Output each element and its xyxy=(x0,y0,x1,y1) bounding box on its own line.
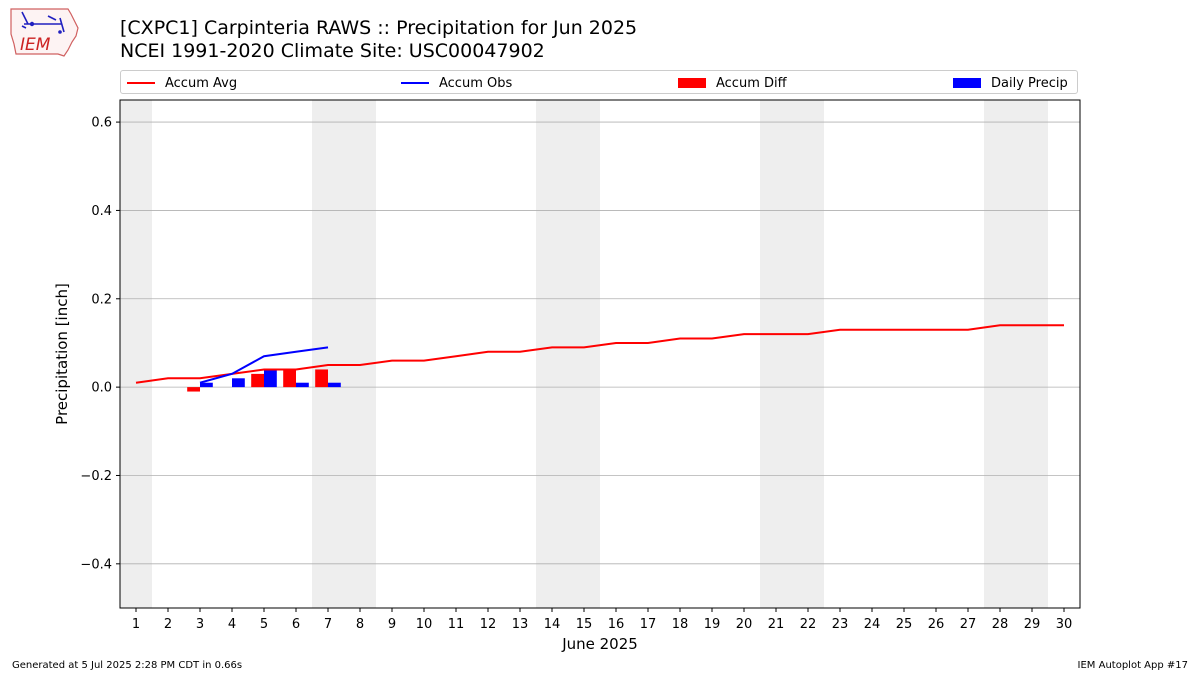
daily-precip-bar-4 xyxy=(232,378,245,388)
xtick-label-22: 22 xyxy=(800,617,817,632)
xtick-label-19: 19 xyxy=(704,617,721,632)
xtick-label-3: 3 xyxy=(196,617,204,632)
legend-swatch-accum-avg xyxy=(127,82,155,84)
daily-precip-bar-3 xyxy=(200,382,213,388)
x-axis: 1 2 3 4 5 6 7 8 9 10 11 12 13 14 15 16 17 18 19 20 21 22 23 24 2… xyxy=(132,608,1072,632)
ytick-label-0: −0.4 xyxy=(80,557,112,572)
x-axis-label: June 2025 xyxy=(561,635,638,653)
xtick-label-2: 2 xyxy=(164,617,172,632)
xtick-label-18: 18 xyxy=(672,617,689,632)
legend-swatch-accum-diff xyxy=(678,78,706,88)
ytick-label-2: 0.0 xyxy=(91,381,112,396)
xtick-label-4: 4 xyxy=(228,617,236,632)
legend: Accum Avg Accum Obs Accum Diff Daily Pre… xyxy=(120,70,1078,94)
xtick-label-16: 16 xyxy=(608,617,625,632)
legend-item-accum-obs: Accum Obs xyxy=(401,74,512,92)
chart-subtitle: NCEI 1991-2020 Climate Site: USC00047902 xyxy=(120,40,545,62)
xtick-label-9: 9 xyxy=(388,617,396,632)
daily-precip-bar-6 xyxy=(296,382,309,388)
ytick-label-4: 0.4 xyxy=(91,204,112,219)
iem-logo: IEM xyxy=(10,8,79,57)
ytick-label-3: 0.2 xyxy=(91,292,112,307)
daily-precip-bar-5 xyxy=(264,369,277,388)
weekend-span-2 xyxy=(536,100,600,608)
xtick-label-20: 20 xyxy=(736,617,753,632)
xtick-label-11: 11 xyxy=(448,617,465,632)
xtick-label-13: 13 xyxy=(512,617,529,632)
xtick-label-21: 21 xyxy=(768,617,785,632)
y-gridlines xyxy=(120,121,1080,565)
ytick-label-5: 0.6 xyxy=(91,116,112,131)
legend-swatch-accum-obs xyxy=(401,82,429,84)
xtick-label-7: 7 xyxy=(324,617,332,632)
xtick-label-29: 29 xyxy=(1024,617,1041,632)
weekend-span-1 xyxy=(312,100,376,608)
weekend-span-3 xyxy=(760,100,824,608)
legend-item-accum-avg: Accum Avg xyxy=(127,74,237,92)
xtick-label-12: 12 xyxy=(480,617,497,632)
xtick-label-17: 17 xyxy=(640,617,657,632)
footer-app: IEM Autoplot App #17 xyxy=(1077,660,1188,671)
xtick-label-25: 25 xyxy=(896,617,913,632)
footer-generated: Generated at 5 Jul 2025 2:28 PM CDT in 0… xyxy=(12,660,243,671)
accum-diff-bar-6 xyxy=(283,369,296,388)
legend-item-accum-diff: Accum Diff xyxy=(678,74,787,92)
accum-diff-bar-7 xyxy=(315,369,328,388)
xtick-label-8: 8 xyxy=(356,617,364,632)
legend-item-daily-precip: Daily Precip xyxy=(953,74,1068,92)
xtick-label-14: 14 xyxy=(544,617,561,632)
weather-symbols-icon xyxy=(21,11,65,33)
y-axis: −0.4 −0.2 0.0 0.2 0.4 0.6 xyxy=(80,116,120,572)
xtick-label-28: 28 xyxy=(992,617,1009,632)
xtick-label-27: 27 xyxy=(960,617,977,632)
lines xyxy=(135,324,1064,384)
accum-diff-bar-3 xyxy=(187,387,200,392)
accum-diff-bar-5 xyxy=(251,373,264,388)
xtick-label-6: 6 xyxy=(292,617,300,632)
weekend-span-4 xyxy=(984,100,1048,608)
legend-swatch-daily-precip xyxy=(953,78,981,88)
bars xyxy=(187,369,341,392)
legend-label-accum-obs: Accum Obs xyxy=(439,75,513,91)
xtick-label-15: 15 xyxy=(576,617,593,632)
weekend-span-0 xyxy=(120,100,152,608)
xtick-label-24: 24 xyxy=(864,617,881,632)
xtick-label-26: 26 xyxy=(928,617,945,632)
legend-label-accum-diff: Accum Diff xyxy=(716,75,787,91)
ytick-label-1: −0.2 xyxy=(80,469,112,484)
daily-precip-bar-7 xyxy=(328,382,341,388)
logo-text: IEM xyxy=(20,35,51,55)
accum-avg-line xyxy=(135,324,1064,384)
plot-frame xyxy=(119,99,1081,609)
y-axis-label: Precipitation [inch] xyxy=(53,283,71,425)
legend-label-accum-avg: Accum Avg xyxy=(165,75,238,91)
xtick-label-10: 10 xyxy=(416,617,433,632)
legend-label-daily-precip: Daily Precip xyxy=(991,75,1068,91)
xtick-label-30: 30 xyxy=(1056,617,1073,632)
xtick-label-23: 23 xyxy=(832,617,849,632)
chart-title: [CXPC1] Carpinteria RAWS :: Precipitatio… xyxy=(120,17,638,39)
weekend-shading xyxy=(120,100,1048,608)
accum-obs-line xyxy=(199,346,329,384)
xtick-label-1: 1 xyxy=(132,617,140,632)
xtick-label-5: 5 xyxy=(260,617,268,632)
